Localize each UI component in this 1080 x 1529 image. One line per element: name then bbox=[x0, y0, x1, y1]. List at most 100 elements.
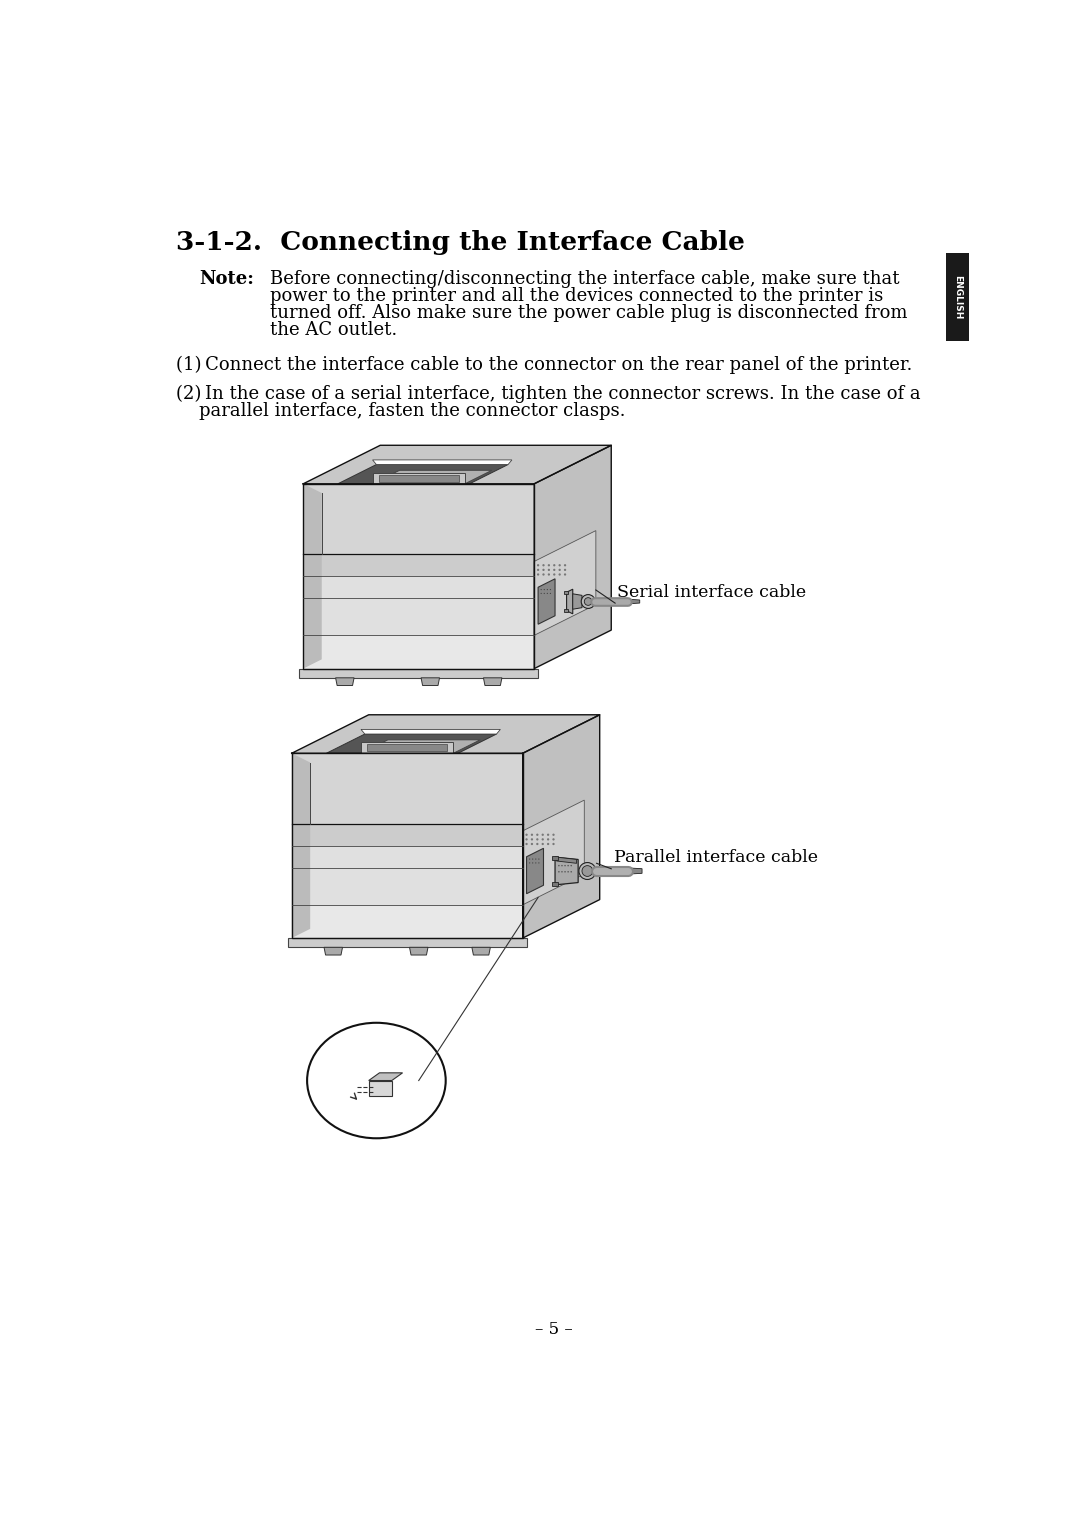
Circle shape bbox=[530, 842, 534, 846]
Polygon shape bbox=[552, 882, 558, 887]
Circle shape bbox=[558, 872, 559, 873]
Circle shape bbox=[548, 569, 550, 570]
Text: parallel interface, fasten the connector clasps.: parallel interface, fasten the connector… bbox=[176, 402, 625, 420]
Polygon shape bbox=[556, 858, 577, 864]
Polygon shape bbox=[368, 1081, 392, 1096]
Circle shape bbox=[553, 564, 555, 566]
Polygon shape bbox=[484, 677, 502, 685]
Circle shape bbox=[546, 833, 550, 836]
Circle shape bbox=[553, 573, 555, 575]
Circle shape bbox=[564, 569, 566, 570]
Polygon shape bbox=[555, 858, 578, 885]
Text: the AC outlet.: the AC outlet. bbox=[270, 321, 397, 338]
Circle shape bbox=[558, 564, 561, 566]
Text: Parallel interface cable: Parallel interface cable bbox=[613, 850, 818, 867]
Polygon shape bbox=[472, 948, 490, 956]
Circle shape bbox=[553, 569, 555, 570]
Circle shape bbox=[542, 569, 544, 570]
Circle shape bbox=[581, 595, 595, 609]
Circle shape bbox=[558, 573, 561, 575]
Circle shape bbox=[579, 862, 596, 879]
Circle shape bbox=[562, 872, 563, 873]
Polygon shape bbox=[361, 743, 454, 754]
Polygon shape bbox=[629, 868, 642, 875]
Polygon shape bbox=[373, 471, 491, 483]
Circle shape bbox=[552, 833, 555, 836]
Circle shape bbox=[567, 865, 569, 867]
Circle shape bbox=[530, 833, 534, 836]
Circle shape bbox=[564, 573, 566, 575]
Text: (2) In the case of a serial interface, tighten the connector screws. In the case: (2) In the case of a serial interface, t… bbox=[176, 385, 921, 404]
Circle shape bbox=[536, 833, 539, 836]
Polygon shape bbox=[324, 948, 342, 956]
Circle shape bbox=[584, 598, 592, 605]
Circle shape bbox=[546, 842, 550, 846]
Ellipse shape bbox=[307, 1023, 446, 1138]
Text: 3-1-2.  Connecting the Interface Cable: 3-1-2. Connecting the Interface Cable bbox=[176, 229, 745, 255]
Polygon shape bbox=[303, 553, 535, 576]
Circle shape bbox=[558, 865, 559, 867]
Text: turned off. Also make sure the power cable plug is disconnected from: turned off. Also make sure the power cab… bbox=[270, 304, 907, 321]
Circle shape bbox=[541, 842, 544, 846]
Polygon shape bbox=[292, 824, 523, 846]
Polygon shape bbox=[303, 483, 322, 668]
Polygon shape bbox=[336, 677, 354, 685]
Text: Serial interface cable: Serial interface cable bbox=[618, 584, 807, 601]
Text: power to the printer and all the devices connected to the printer is: power to the printer and all the devices… bbox=[270, 286, 883, 304]
Polygon shape bbox=[538, 579, 555, 624]
Polygon shape bbox=[564, 590, 568, 593]
Polygon shape bbox=[535, 531, 596, 636]
Circle shape bbox=[537, 569, 539, 570]
Circle shape bbox=[525, 842, 528, 846]
Polygon shape bbox=[564, 609, 568, 612]
Circle shape bbox=[567, 872, 569, 873]
Circle shape bbox=[558, 569, 561, 570]
Polygon shape bbox=[373, 460, 512, 465]
Circle shape bbox=[542, 573, 544, 575]
Polygon shape bbox=[292, 754, 310, 939]
Circle shape bbox=[548, 564, 550, 566]
Polygon shape bbox=[535, 445, 611, 668]
Polygon shape bbox=[367, 745, 447, 751]
FancyArrowPatch shape bbox=[351, 1093, 356, 1099]
Polygon shape bbox=[303, 576, 535, 636]
Circle shape bbox=[548, 573, 550, 575]
Text: Note:: Note: bbox=[200, 269, 254, 287]
Circle shape bbox=[546, 838, 550, 841]
Circle shape bbox=[542, 564, 544, 566]
Circle shape bbox=[541, 838, 544, 841]
Polygon shape bbox=[326, 734, 497, 754]
Polygon shape bbox=[288, 939, 527, 948]
Circle shape bbox=[562, 865, 563, 867]
Circle shape bbox=[536, 842, 539, 846]
Circle shape bbox=[541, 833, 544, 836]
Polygon shape bbox=[379, 476, 459, 482]
Polygon shape bbox=[303, 483, 535, 553]
Polygon shape bbox=[368, 1073, 403, 1081]
Polygon shape bbox=[567, 589, 572, 613]
Polygon shape bbox=[552, 856, 558, 861]
Polygon shape bbox=[527, 849, 543, 894]
Circle shape bbox=[570, 865, 572, 867]
Circle shape bbox=[537, 573, 539, 575]
Polygon shape bbox=[523, 714, 599, 939]
Polygon shape bbox=[292, 714, 599, 754]
Polygon shape bbox=[523, 800, 584, 905]
Polygon shape bbox=[361, 740, 481, 754]
Circle shape bbox=[582, 865, 593, 876]
Circle shape bbox=[552, 842, 555, 846]
Polygon shape bbox=[292, 714, 599, 754]
Text: (1) Connect the interface cable to the connector on the rear panel of the printe: (1) Connect the interface cable to the c… bbox=[176, 356, 913, 375]
Polygon shape bbox=[409, 948, 428, 956]
Circle shape bbox=[525, 833, 528, 836]
Polygon shape bbox=[303, 445, 611, 483]
Polygon shape bbox=[373, 472, 465, 483]
Text: – 5 –: – 5 – bbox=[535, 1321, 572, 1338]
Bar bbox=[946, 252, 969, 341]
Text: ENGLISH: ENGLISH bbox=[954, 275, 962, 320]
Polygon shape bbox=[572, 593, 582, 609]
Circle shape bbox=[564, 564, 566, 566]
Circle shape bbox=[570, 872, 572, 873]
Polygon shape bbox=[629, 599, 639, 604]
Text: Before connecting/disconnecting the interface cable, make sure that: Before connecting/disconnecting the inte… bbox=[270, 269, 900, 287]
